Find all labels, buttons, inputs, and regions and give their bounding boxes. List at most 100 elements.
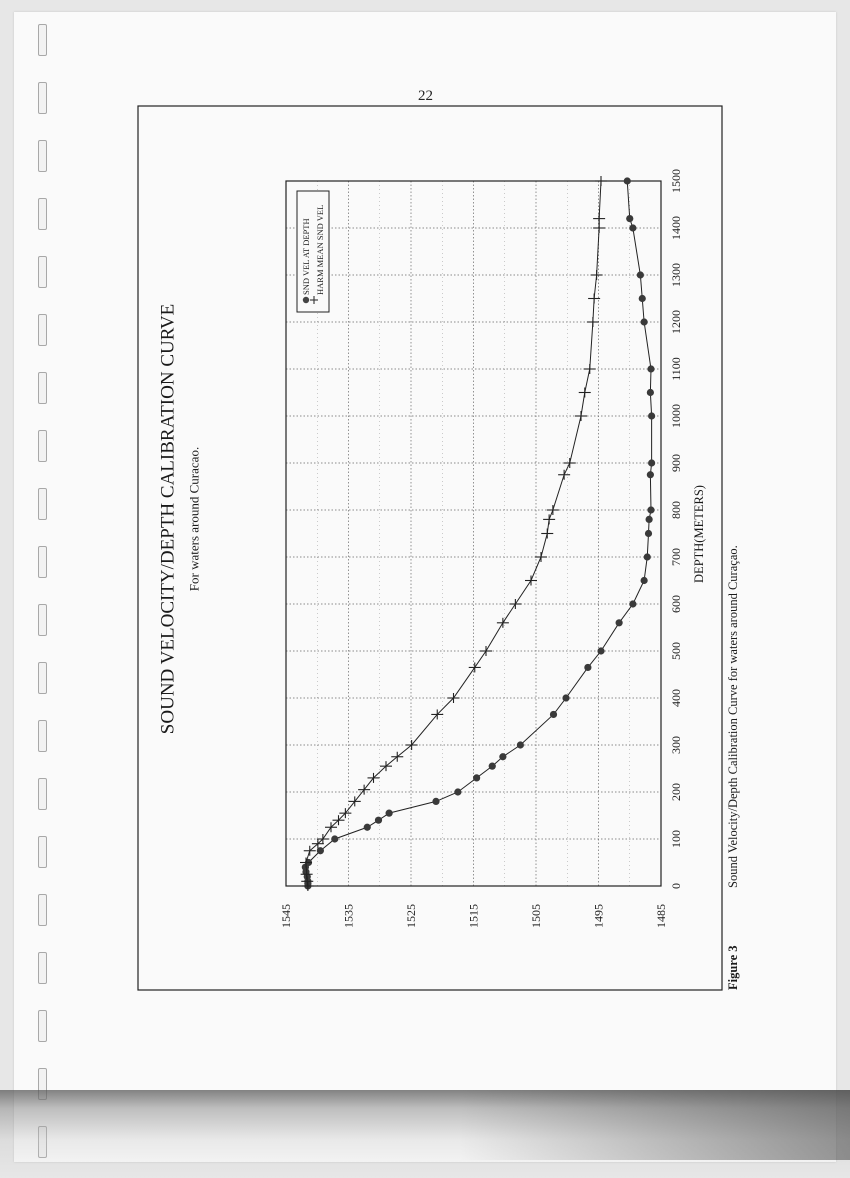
binding-ring <box>38 372 47 404</box>
data-point-plus <box>590 270 603 280</box>
data-point-plus <box>563 458 576 468</box>
x-tick-label: 600 <box>669 595 683 613</box>
x-tick-label: 500 <box>669 642 683 660</box>
binding-ring <box>38 256 47 288</box>
data-point-circle <box>648 459 656 467</box>
binding-ring <box>38 662 47 694</box>
data-point-circle <box>648 412 656 420</box>
x-axis-label: DEPTH(METERS) <box>692 485 706 583</box>
data-point-plus <box>301 876 314 887</box>
figure-caption: Sound Velocity/Depth Calibration Curve f… <box>726 545 740 888</box>
binding-ring <box>38 430 47 462</box>
data-point-plus <box>546 505 559 515</box>
data-point-plus <box>480 646 492 656</box>
x-tick-label: 1200 <box>669 310 683 334</box>
data-point-plus <box>447 693 460 703</box>
data-point-plus <box>300 869 313 880</box>
data-point-plus <box>316 834 329 844</box>
data-point-plus <box>405 740 418 750</box>
data-point-circle <box>363 823 371 831</box>
document-page <box>14 12 836 1162</box>
data-point-plus <box>586 317 599 327</box>
data-point-plus <box>348 796 361 807</box>
data-point-plus <box>332 815 345 826</box>
data-point-circle <box>615 619 623 627</box>
data-point-plus <box>325 822 337 833</box>
data-point-plus <box>543 514 556 525</box>
x-tick-label: 100 <box>669 830 683 848</box>
scan-shadow <box>460 1090 850 1160</box>
data-point-circle <box>643 553 651 561</box>
data-point-plus <box>593 223 606 233</box>
x-tick-label: 1300 <box>669 263 683 287</box>
data-point-circle <box>647 365 655 373</box>
data-point-plus <box>339 808 352 819</box>
data-point-circle <box>331 835 339 843</box>
data-point-circle <box>645 515 653 524</box>
y-tick-label: 1515 <box>467 904 481 928</box>
y-tick-label: 1545 <box>279 904 293 928</box>
data-point-circle <box>629 224 637 232</box>
x-tick-label: 300 <box>669 736 683 754</box>
x-tick-labels: 0 100 200 300 400 500 600 700 800 900 1000 1100 1200… <box>669 169 683 889</box>
data-point-plus <box>595 176 607 186</box>
binding-ring <box>38 198 47 230</box>
binding-ring <box>38 314 47 346</box>
data-point-plus <box>509 599 522 609</box>
figure-frame <box>137 105 723 991</box>
binding-ring <box>38 140 47 172</box>
figure-label: Figure 3 <box>726 945 740 990</box>
x-tick-label: 400 <box>669 689 683 707</box>
y-tick-labels: 1485 1495 1505 1515 1525 1535 1545 <box>279 904 668 928</box>
data-point-plus <box>583 364 596 374</box>
y-tick-label: 1505 <box>529 904 543 928</box>
legend-box <box>296 190 330 313</box>
chart-title: SOUND VELOCITY/DEPTH CALIBRATION CURVE <box>158 304 179 734</box>
legend-label-series-1: SND VEL AT DEPTH <box>301 218 311 295</box>
data-point-circle <box>646 471 654 479</box>
legend: SND VEL AT DEPTH HARM MEAN SND VEL <box>296 190 330 313</box>
y-tick-label: 1495 <box>592 904 606 928</box>
data-point-plus <box>300 857 312 868</box>
legend-marker-circle <box>302 296 310 304</box>
data-point-plus <box>541 528 554 539</box>
x-tick-label: 1400 <box>669 216 683 240</box>
data-point-plus <box>303 845 316 856</box>
data-point-circle <box>488 762 496 770</box>
x-tick-label: 900 <box>669 454 683 472</box>
binding-ring <box>38 778 47 810</box>
x-tick-label: 1500 <box>669 169 683 193</box>
y-tick-label: 1535 <box>342 904 356 928</box>
binding-ring <box>38 488 47 520</box>
data-point-plus <box>380 761 392 772</box>
data-point-circle <box>473 774 481 782</box>
binding-ring <box>38 604 47 636</box>
data-point-circle <box>626 215 634 223</box>
data-point-plus <box>391 751 404 762</box>
data-point-circle <box>644 529 653 538</box>
binding-ring <box>38 1010 47 1042</box>
data-point-plus <box>525 575 537 586</box>
data-point-circle <box>374 816 383 824</box>
data-point-circle <box>316 847 324 855</box>
x-tick-label: 1100 <box>669 357 683 381</box>
x-tick-label: 800 <box>669 501 683 519</box>
data-point-circle <box>647 506 655 514</box>
data-point-circle <box>629 600 637 608</box>
binding-ring <box>38 952 47 984</box>
data-point-plus <box>588 293 601 304</box>
data-point-circle <box>640 318 648 326</box>
data-point-plus <box>367 772 380 783</box>
data-point-circle <box>499 753 507 761</box>
data-point-circle <box>638 294 646 303</box>
data-point-plus <box>535 552 547 562</box>
data-point-plus <box>578 387 591 398</box>
chart-subtitle: For waters around Curacao. <box>187 447 202 591</box>
binding-ring <box>38 720 47 752</box>
legend-label-series-2: HARM MEAN SND VEL <box>315 205 325 295</box>
y-tick-label: 1525 <box>404 904 418 928</box>
data-point-circle <box>562 694 570 702</box>
binding-ring <box>38 546 47 578</box>
data-point-plus <box>358 784 371 795</box>
